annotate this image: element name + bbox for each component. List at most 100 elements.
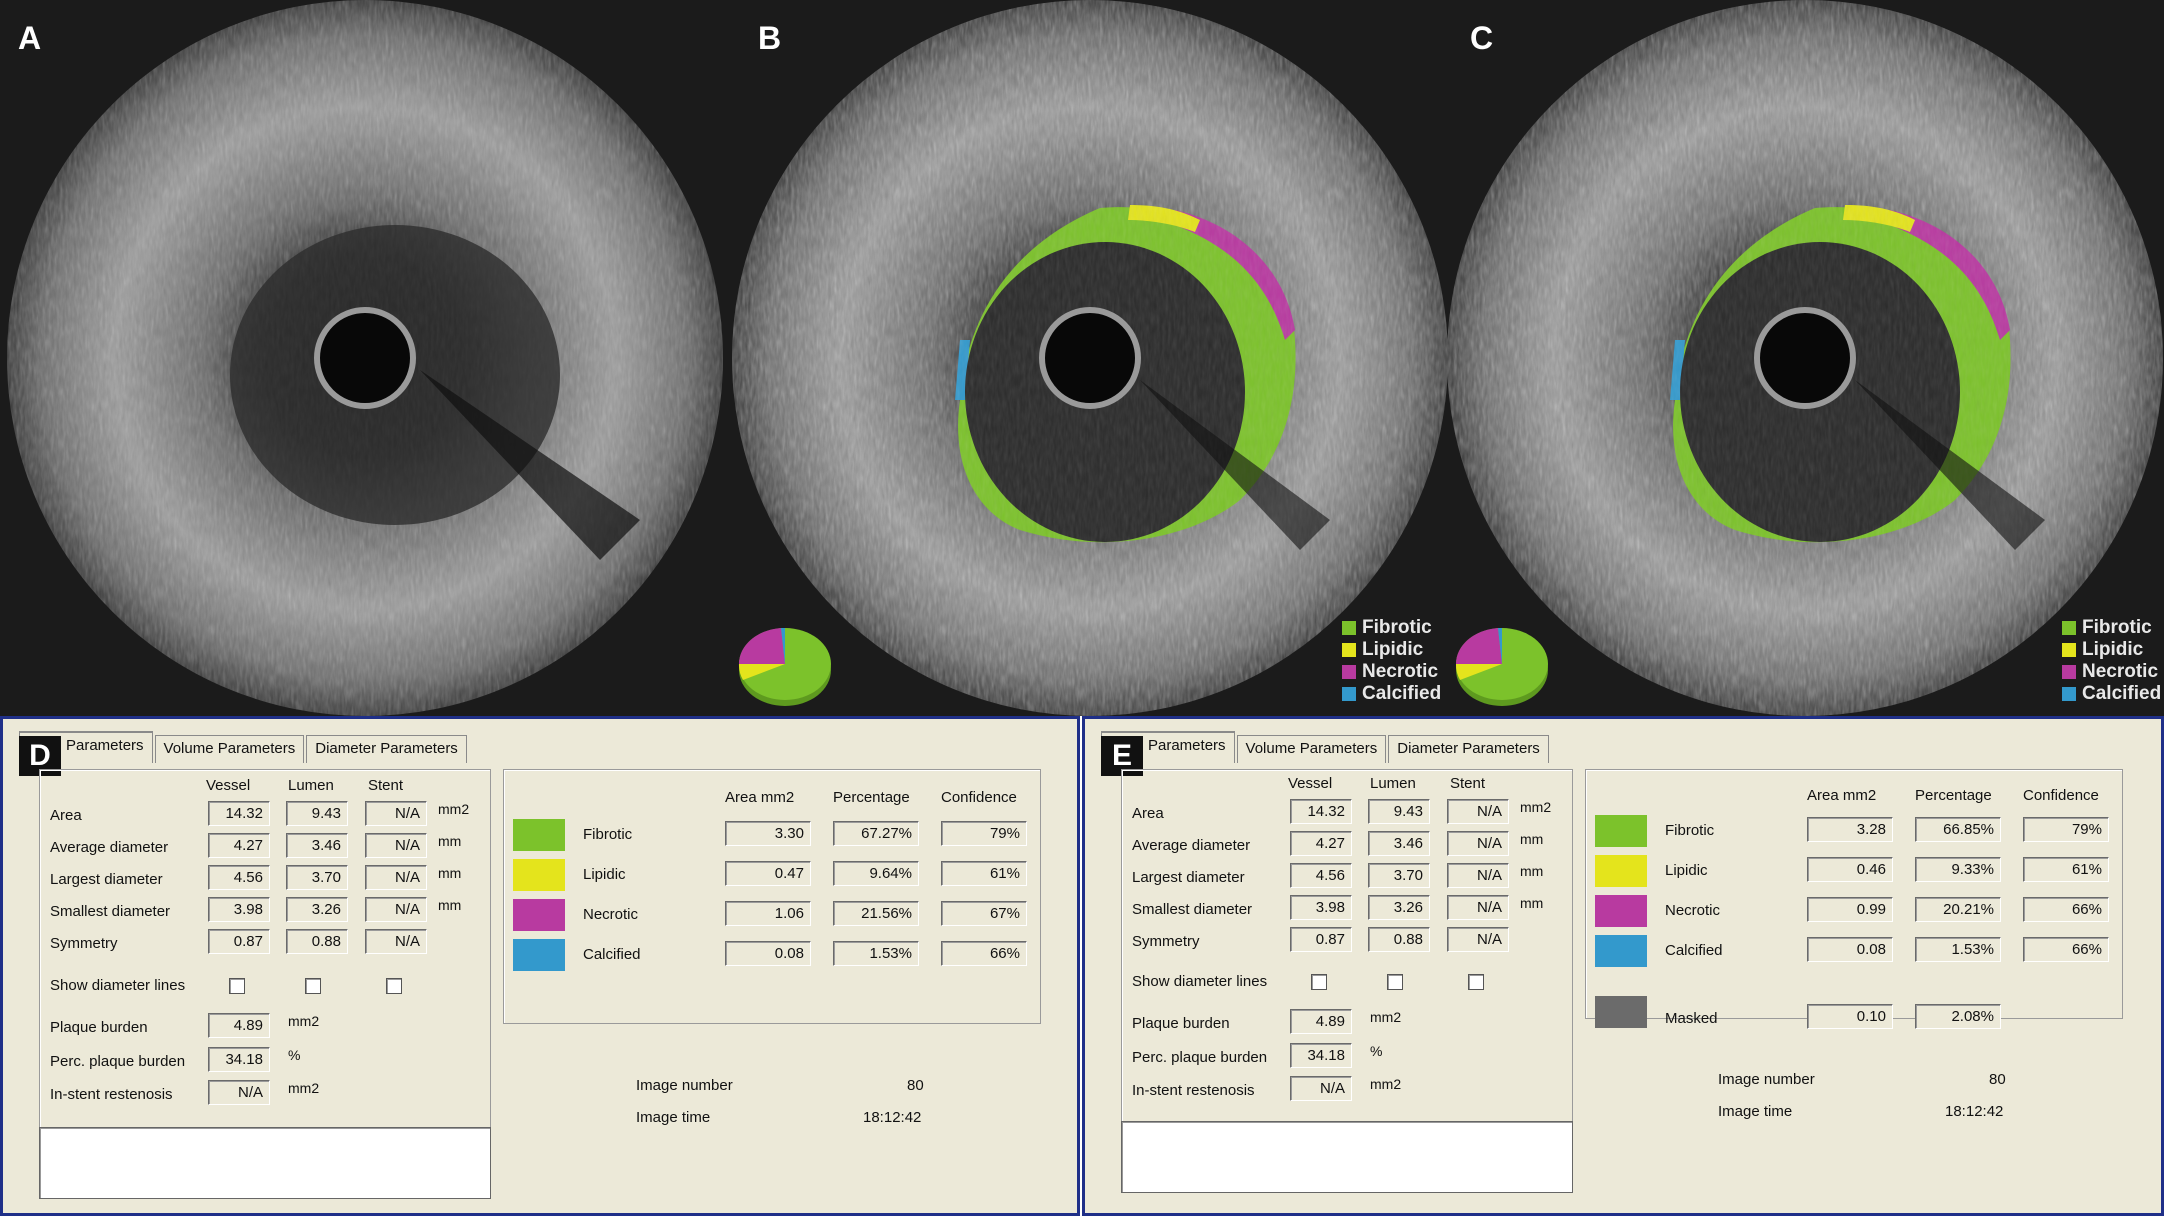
notes-box[interactable]	[1121, 1121, 1573, 1193]
row-label-largest-diameter: Largest diameter	[1132, 869, 1245, 886]
row-label-average-diameter: Average diameter	[1132, 837, 1251, 854]
calcified-area-field[interactable]: 0.08	[725, 941, 811, 966]
fibrotic-percentage-field[interactable]: 67.27%	[833, 821, 919, 846]
row-label-plaque-burden: Plaque burden	[50, 1019, 148, 1036]
vessel-largest-field[interactable]: 4.56	[1290, 863, 1352, 888]
calcified-swatch	[513, 939, 565, 971]
calcified-confidence-field[interactable]: 66%	[2023, 937, 2109, 962]
tab-volume-parameters[interactable]: Volume Parameters	[1236, 735, 1387, 763]
vessel-smallest-field[interactable]: 3.98	[208, 897, 270, 922]
show-lines-stent-checkbox[interactable]	[386, 978, 402, 994]
stent-smallest-field[interactable]: N/A	[1447, 895, 1509, 920]
necrotic-percentage-field[interactable]: 20.21%	[1915, 897, 2001, 922]
fibrotic-confidence-field[interactable]: 79%	[2023, 817, 2109, 842]
fibrotic-area-field[interactable]: 3.28	[1807, 817, 1893, 842]
lumen-smallest-field[interactable]: 3.26	[1368, 895, 1430, 920]
calcified-confidence-field[interactable]: 66%	[941, 941, 1027, 966]
lumen-largest-field[interactable]: 3.70	[286, 865, 348, 890]
vessel-avg-field[interactable]: 4.27	[1290, 831, 1352, 856]
masked-percentage-field[interactable]: 2.08%	[1915, 1004, 2001, 1029]
lipidic-percentage-field[interactable]: 9.33%	[1915, 857, 2001, 882]
lipidic-area-field[interactable]: 0.47	[725, 861, 811, 886]
vessel-largest-field[interactable]: 4.56	[208, 865, 270, 890]
lumen-smallest-field[interactable]: 3.26	[286, 897, 348, 922]
necrotic-confidence-field[interactable]: 66%	[2023, 897, 2109, 922]
legend-swatch	[1342, 621, 1356, 635]
vessel-symmetry-field[interactable]: 0.87	[1290, 927, 1352, 952]
necrotic-swatch	[513, 899, 565, 931]
tab-diameter-parameters[interactable]: Diameter Parameters	[1388, 735, 1549, 763]
unit-label: mm2	[438, 801, 470, 817]
stent-symmetry-field[interactable]: N/A	[365, 929, 427, 954]
vessel-avg-field[interactable]: 4.27	[208, 833, 270, 858]
fibrotic-percentage-field[interactable]: 66.85%	[1915, 817, 2001, 842]
lumen-area-field[interactable]: 9.43	[1368, 799, 1430, 824]
unit-label: mm2	[288, 1013, 320, 1029]
show-lines-vessel-checkbox[interactable]	[229, 978, 245, 994]
unit-label: mm	[1520, 831, 1544, 847]
row-label-smallest-diameter: Smallest diameter	[1132, 901, 1253, 918]
calcified-percentage-field[interactable]: 1.53%	[833, 941, 919, 966]
column-vessel: Vessel	[206, 777, 251, 794]
calcified-percentage-field[interactable]: 1.53%	[1915, 937, 2001, 962]
stent-symmetry-field[interactable]: N/A	[1447, 927, 1509, 952]
show-lines-lumen-checkbox[interactable]	[305, 978, 321, 994]
stent-largest-field[interactable]: N/A	[365, 865, 427, 890]
masked-area-field[interactable]: 0.10	[1807, 1004, 1893, 1029]
vessel-area-field[interactable]: 14.32	[1290, 799, 1352, 824]
lumen-avg-field[interactable]: 3.46	[1368, 831, 1430, 856]
vessel-smallest-field[interactable]: 3.98	[1290, 895, 1352, 920]
necrotic-percentage-field[interactable]: 21.56%	[833, 901, 919, 926]
lipidic-confidence-field[interactable]: 61%	[2023, 857, 2109, 882]
tissue-label-necrotic: Necrotic	[583, 906, 639, 923]
in-stent-restenosis-field[interactable]: N/A	[1290, 1076, 1352, 1101]
stent-largest-field[interactable]: N/A	[1447, 863, 1509, 888]
image-time-label: Image time	[636, 1109, 711, 1126]
image-number-label: Image number	[636, 1077, 733, 1094]
row-label-plaque-burden: Plaque burden	[1132, 1015, 1230, 1032]
necrotic-area-field[interactable]: 0.99	[1807, 897, 1893, 922]
legend-swatch	[1342, 687, 1356, 701]
lipidic-confidence-field[interactable]: 61%	[941, 861, 1027, 886]
stent-area-field[interactable]: N/A	[365, 801, 427, 826]
lumen-area-field[interactable]: 9.43	[286, 801, 348, 826]
fibrotic-confidence-field[interactable]: 79%	[941, 821, 1027, 846]
show-lines-lumen-checkbox[interactable]	[1387, 974, 1403, 990]
vessel-symmetry-field[interactable]: 0.87	[208, 929, 270, 954]
column-area-mm2: Area mm2	[725, 789, 795, 806]
perc-plaque-burden-field[interactable]: 34.18	[1290, 1043, 1352, 1068]
lipidic-swatch	[513, 859, 565, 891]
legend-necrotic: Necrotic	[2082, 661, 2159, 682]
panel-label-a: A	[18, 20, 42, 56]
tab-bar: Parameters Volume Parameters Diameter Pa…	[19, 731, 469, 763]
lipidic-percentage-field[interactable]: 9.64%	[833, 861, 919, 886]
stent-avg-field[interactable]: N/A	[1447, 831, 1509, 856]
show-lines-stent-checkbox[interactable]	[1468, 974, 1484, 990]
legend-swatch	[1342, 643, 1356, 657]
fibrotic-area-field[interactable]: 3.30	[725, 821, 811, 846]
in-stent-restenosis-field[interactable]: N/A	[208, 1080, 270, 1105]
lumen-avg-field[interactable]: 3.46	[286, 833, 348, 858]
perc-plaque-burden-field[interactable]: 34.18	[208, 1047, 270, 1072]
stent-avg-field[interactable]: N/A	[365, 833, 427, 858]
row-label-area: Area	[1132, 805, 1164, 822]
lumen-symmetry-field[interactable]: 0.88	[1368, 927, 1430, 952]
stent-area-field[interactable]: N/A	[1447, 799, 1509, 824]
plaque-burden-field[interactable]: 4.89	[208, 1013, 270, 1038]
lumen-symmetry-field[interactable]: 0.88	[286, 929, 348, 954]
stent-smallest-field[interactable]: N/A	[365, 897, 427, 922]
necrotic-confidence-field[interactable]: 67%	[941, 901, 1027, 926]
lumen-largest-field[interactable]: 3.70	[1368, 863, 1430, 888]
parameters-window-e: Parameters Volume Parameters Diameter Pa…	[1082, 716, 2164, 1216]
plaque-burden-field[interactable]: 4.89	[1290, 1009, 1352, 1034]
row-label-show-diameter-lines: Show diameter lines	[50, 977, 186, 994]
vessel-area-field[interactable]: 14.32	[208, 801, 270, 826]
calcified-area-field[interactable]: 0.08	[1807, 937, 1893, 962]
ivus-images	[7, 0, 2163, 716]
show-lines-vessel-checkbox[interactable]	[1311, 974, 1327, 990]
tab-diameter-parameters[interactable]: Diameter Parameters	[306, 735, 467, 763]
necrotic-area-field[interactable]: 1.06	[725, 901, 811, 926]
lipidic-area-field[interactable]: 0.46	[1807, 857, 1893, 882]
notes-box[interactable]	[39, 1127, 491, 1199]
tab-volume-parameters[interactable]: Volume Parameters	[154, 735, 305, 763]
